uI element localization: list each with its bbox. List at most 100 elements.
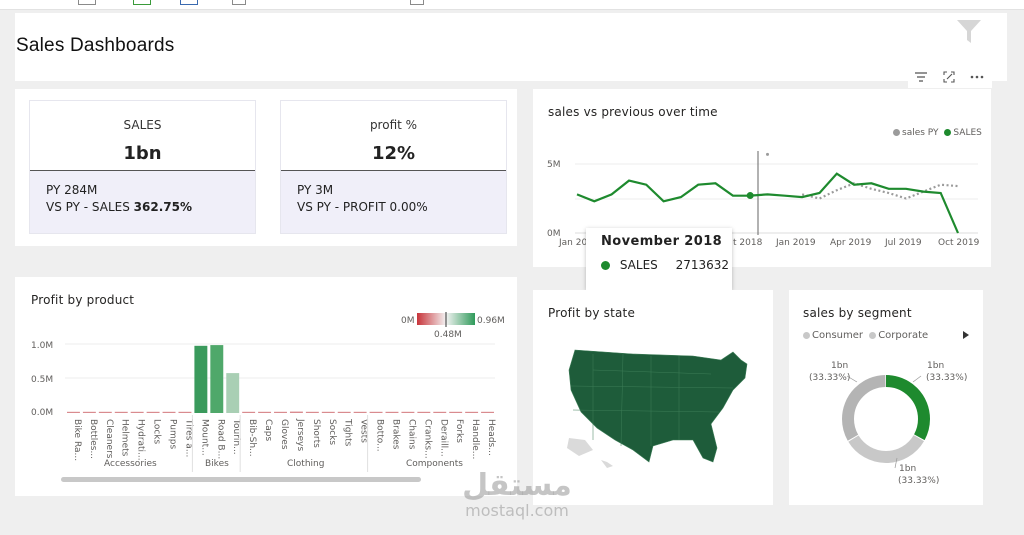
x-tick-label: Bib-Sh... xyxy=(247,419,257,457)
usa-map-shape[interactable] xyxy=(568,349,748,463)
ribbon-icon[interactable] xyxy=(232,0,246,5)
sales-point-hovered xyxy=(746,192,754,200)
visual-title: Profit by product xyxy=(31,293,135,307)
bar xyxy=(210,345,224,413)
focus-mode-icon[interactable] xyxy=(942,69,956,88)
x-group-label: Components xyxy=(406,459,463,469)
filter-lines-icon[interactable] xyxy=(914,69,928,88)
donut-chart-svg: 1bn (33.33%) 1bn (33.33%) 1bn (33.33%) xyxy=(809,361,967,486)
gradient-max-label: 0.96M xyxy=(477,316,505,326)
tooltip-row: SALES 2713632 xyxy=(601,258,729,272)
line-chart-svg: 5M 0M Jan 20 t 2018 Jan 2019 Apr 2019 Ju… xyxy=(547,151,980,248)
y-tick-label: 0M xyxy=(547,229,561,239)
gradient-mid-label: 0.48M xyxy=(434,330,462,340)
x-tick-label: Apr 2019 xyxy=(830,238,872,248)
bar xyxy=(369,411,383,413)
sales-kpi-card[interactable]: SALES 1bn PY 284M VS PY - SALES 362.75% xyxy=(29,100,256,234)
x-tick-label: Cleaners xyxy=(104,419,114,459)
sales-py-point xyxy=(766,152,769,156)
label-leader xyxy=(846,375,858,383)
ribbon-icon[interactable] xyxy=(78,0,96,5)
bar xyxy=(321,411,335,413)
x-tick-label: Gloves xyxy=(279,419,289,450)
filter-icon[interactable] xyxy=(956,17,982,45)
more-options-icon[interactable] xyxy=(970,69,984,88)
bar xyxy=(162,411,176,413)
tooltip-title: November 2018 xyxy=(601,234,723,249)
x-tick-label: Pumps xyxy=(168,419,178,449)
kpi-value: 12% xyxy=(371,143,416,164)
x-tick-label: Chains xyxy=(406,419,416,450)
bar xyxy=(146,411,160,413)
profit-by-product-visual[interactable]: Profit by product 0M 0.96M 0.48M 1.0M 0.… xyxy=(15,277,517,496)
tooltip-series-dot xyxy=(601,261,610,270)
x-tick-label: Bike Ra... xyxy=(72,419,82,461)
series-line-sales-py xyxy=(801,182,959,200)
kpi-vs-previous: VS PY - PROFIT 0.00% xyxy=(297,200,428,214)
legend-label: Consumer xyxy=(812,330,863,341)
ribbon-icon[interactable] xyxy=(180,0,198,5)
legend-next-icon[interactable] xyxy=(961,330,971,340)
watermark-arabic: مستقل xyxy=(462,468,572,503)
bar xyxy=(274,411,287,413)
bar xyxy=(385,411,399,413)
bar xyxy=(337,411,351,413)
sales-by-segment-visual[interactable]: sales by segment Consumer Corporate 1bn … xyxy=(789,290,983,505)
donut-slice xyxy=(842,375,930,463)
kpi-previous-year: PY 284M xyxy=(46,183,98,197)
bar xyxy=(401,411,415,413)
ribbon-icon[interactable] xyxy=(410,0,424,5)
x-tick-label: Shorts xyxy=(311,419,321,448)
bar xyxy=(305,411,319,413)
bar xyxy=(82,411,96,413)
profit-kpi-card[interactable]: profit % 12% PY 3M VS PY - PROFIT 0.00% xyxy=(280,100,507,234)
bar xyxy=(465,411,479,413)
x-tick-label: Vests xyxy=(359,419,369,443)
bar xyxy=(353,411,367,413)
report-header: Sales Dashboards xyxy=(15,13,1007,81)
bar xyxy=(98,411,112,413)
kpi-value: 1bn xyxy=(123,143,162,164)
label-leader xyxy=(912,375,922,383)
bar xyxy=(258,411,272,413)
bar xyxy=(67,411,80,413)
kpi-label: SALES xyxy=(123,118,162,132)
x-tick-label: Brakes xyxy=(390,419,400,450)
bar xyxy=(481,411,494,413)
x-tick-label: Socks xyxy=(327,419,337,445)
ribbon-icon[interactable] xyxy=(133,0,151,5)
gradient-min-label: 0M xyxy=(401,316,415,326)
bar xyxy=(114,411,128,413)
bar xyxy=(194,345,208,413)
y-tick-label: 1.0M xyxy=(31,341,53,351)
watermark-latin: mostaql.com xyxy=(465,501,569,520)
kpi-vs-previous: VS PY - SALES 362.75% xyxy=(46,200,192,214)
page-title: Sales Dashboards xyxy=(16,35,175,56)
usa-map xyxy=(567,349,748,468)
watermark-logo: مستقل mostaql.com xyxy=(452,470,582,520)
x-tick-label: Heads... xyxy=(486,419,496,456)
series-line-sales xyxy=(576,172,960,234)
bar xyxy=(433,411,447,413)
legend-label: sales PY xyxy=(902,128,939,138)
x-tick-label: Jan 2019 xyxy=(775,238,816,248)
legend-dot xyxy=(803,332,810,339)
x-tick-label: t 2018 xyxy=(733,238,763,248)
ribbon-strip xyxy=(0,0,1024,10)
horizontal-scrollbar[interactable] xyxy=(61,477,421,482)
bar-chart-svg: 0M 0.96M 0.48M 1.0M 0.5M 0.0M Bike Ra...… xyxy=(31,312,505,482)
kpi-container: SALES 1bn PY 284M VS PY - SALES 362.75% … xyxy=(15,89,517,246)
x-tick-label: Road B... xyxy=(215,419,225,459)
x-tick-label: Deraill... xyxy=(438,419,448,457)
x-tick-label: Jan 20 xyxy=(558,238,587,248)
profit-by-state-visual[interactable]: Profit by state xyxy=(533,290,773,505)
state-borders xyxy=(570,353,734,447)
x-tick-label: Oct 2019 xyxy=(938,238,980,248)
x-tick-label: Jul 2019 xyxy=(884,238,922,248)
x-tick-label: Bottles... xyxy=(88,419,98,459)
legend-dot xyxy=(944,129,952,136)
legend-dot xyxy=(893,129,900,136)
x-tick-label: Hydrati... xyxy=(136,419,146,461)
x-tick-label: Cranks... xyxy=(422,419,432,459)
hawaii-shape xyxy=(601,460,613,468)
